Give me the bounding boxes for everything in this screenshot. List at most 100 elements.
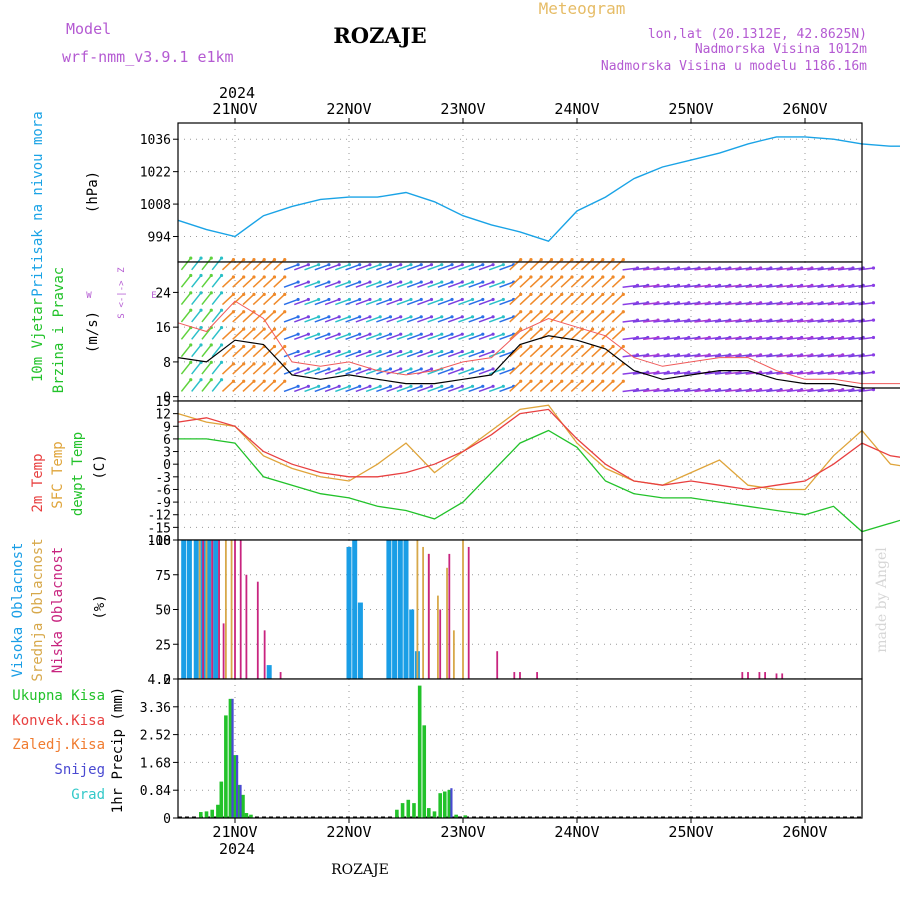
wind-arrow bbox=[540, 311, 553, 323]
wind-ytick-label: 8 bbox=[163, 356, 171, 371]
wind-arrow-head bbox=[539, 362, 543, 366]
wind-arrow-head bbox=[601, 257, 605, 262]
wind-arrow bbox=[796, 267, 813, 271]
wind-arrow-head bbox=[272, 362, 277, 366]
wind-arrow-head bbox=[378, 367, 382, 371]
wind-arrow-head bbox=[560, 379, 564, 383]
cloud-low-bar bbox=[467, 546, 470, 679]
wind-arrow-head bbox=[209, 308, 213, 312]
wind-arrow-head bbox=[296, 280, 300, 284]
wind-arrow bbox=[735, 336, 751, 341]
precip-total-bar bbox=[432, 811, 437, 818]
wind-arrow-head bbox=[460, 263, 464, 267]
precip-ytick-label: 0 bbox=[163, 812, 171, 827]
wind-arrow-head bbox=[871, 318, 876, 322]
cloud-mid-bar bbox=[198, 540, 201, 679]
wind-arrow bbox=[591, 311, 604, 323]
wind-arrow bbox=[837, 354, 854, 358]
wind-arrow bbox=[704, 388, 720, 393]
wind-arrow bbox=[180, 309, 192, 323]
wind-arrow bbox=[324, 368, 340, 375]
temp-title-dewpt: dewpt Temp bbox=[70, 432, 86, 516]
wind-arrow bbox=[283, 333, 299, 341]
wind-arrow bbox=[427, 333, 443, 341]
wind-arrow-head bbox=[399, 367, 403, 371]
cloud-high-bar bbox=[392, 540, 398, 679]
wind-arrow-head bbox=[419, 384, 423, 388]
precip-total-bar bbox=[241, 794, 245, 818]
wind-arrow bbox=[714, 354, 730, 358]
wind-arrow-head bbox=[242, 327, 246, 331]
wind-arrow bbox=[529, 293, 542, 306]
wind-arrow bbox=[827, 388, 843, 393]
wind-arrow bbox=[550, 276, 563, 288]
wind-arrow bbox=[560, 276, 573, 288]
wind-arrow-head bbox=[549, 362, 554, 366]
wind-arrow-head bbox=[368, 315, 372, 319]
wind-arrow bbox=[766, 267, 782, 271]
wind-arrow bbox=[807, 354, 823, 358]
wind-arrow-head bbox=[419, 297, 423, 302]
wind-arrow-head bbox=[262, 275, 266, 279]
wind-arrow bbox=[191, 292, 202, 306]
wind-arrow-head bbox=[429, 315, 434, 319]
wind-arrow bbox=[437, 333, 453, 341]
wind-arrow-head bbox=[399, 332, 403, 336]
wind-arrow-head bbox=[409, 315, 413, 319]
cloud-high-bar bbox=[266, 665, 272, 679]
precip-total-bar bbox=[199, 812, 203, 818]
wind-arrow-head bbox=[296, 332, 300, 336]
wind-arrow bbox=[643, 388, 659, 393]
precip-total-bar bbox=[447, 789, 452, 818]
wind-arrow bbox=[396, 333, 412, 341]
precip-total-bar bbox=[454, 814, 458, 818]
wind-arrow-head bbox=[317, 315, 321, 319]
wind-arrow-head bbox=[296, 384, 300, 388]
wind-arrow-head bbox=[621, 310, 625, 314]
cloud-high-bar bbox=[181, 540, 187, 679]
wind-arrow bbox=[355, 333, 371, 341]
wind-arrow bbox=[786, 354, 802, 358]
wind-arrow bbox=[324, 333, 340, 341]
wind-arrow bbox=[221, 276, 234, 288]
wind-arrow-head bbox=[283, 327, 287, 331]
wind-arrow-head bbox=[501, 349, 505, 354]
wind-arrow-head bbox=[306, 297, 310, 302]
wind-arrow bbox=[714, 284, 730, 288]
pressure-line bbox=[177, 136, 900, 243]
wind-arrow-head bbox=[231, 379, 236, 383]
wind-arrow bbox=[745, 319, 761, 323]
wind-arrow-head bbox=[611, 310, 615, 314]
cloud-low-bar bbox=[758, 672, 761, 679]
wind-arrow bbox=[827, 371, 843, 375]
wind-arrow bbox=[488, 281, 504, 288]
top-date-label: 26NOV bbox=[782, 100, 827, 118]
wind-arrow bbox=[283, 350, 299, 358]
wind-arrow-head bbox=[378, 280, 382, 284]
wind-arrow bbox=[817, 371, 833, 375]
wind-arrow bbox=[478, 298, 494, 306]
wind-arrow bbox=[519, 380, 532, 392]
wind-arrow bbox=[581, 328, 594, 340]
wind-arrow bbox=[324, 281, 340, 288]
wind-arrow bbox=[714, 336, 730, 341]
wind-arrow-head bbox=[306, 384, 310, 388]
wind-arrow-head bbox=[539, 310, 543, 314]
wind-arrow-head bbox=[539, 275, 543, 279]
wind-arrow-head bbox=[337, 384, 341, 388]
top-date-label: 24NOV bbox=[554, 100, 599, 118]
temp-ytick-label: 0 bbox=[163, 458, 171, 473]
wind-arrow-head bbox=[460, 332, 464, 336]
wind-arrow-head bbox=[519, 379, 523, 383]
precip-frame bbox=[177, 678, 863, 819]
wind-arrow bbox=[262, 380, 275, 392]
wind-arrow bbox=[807, 302, 823, 306]
wind-arrow-head bbox=[337, 280, 341, 284]
wind-arrow-head bbox=[560, 344, 564, 349]
wind-arrow bbox=[396, 350, 412, 358]
wind-arrow bbox=[283, 368, 299, 375]
wind-arrow-head bbox=[409, 297, 413, 302]
wind-arrow-head bbox=[272, 344, 277, 349]
cloud-title-high: Visoka Oblacnost bbox=[10, 543, 26, 678]
wind-arrow bbox=[519, 293, 532, 306]
